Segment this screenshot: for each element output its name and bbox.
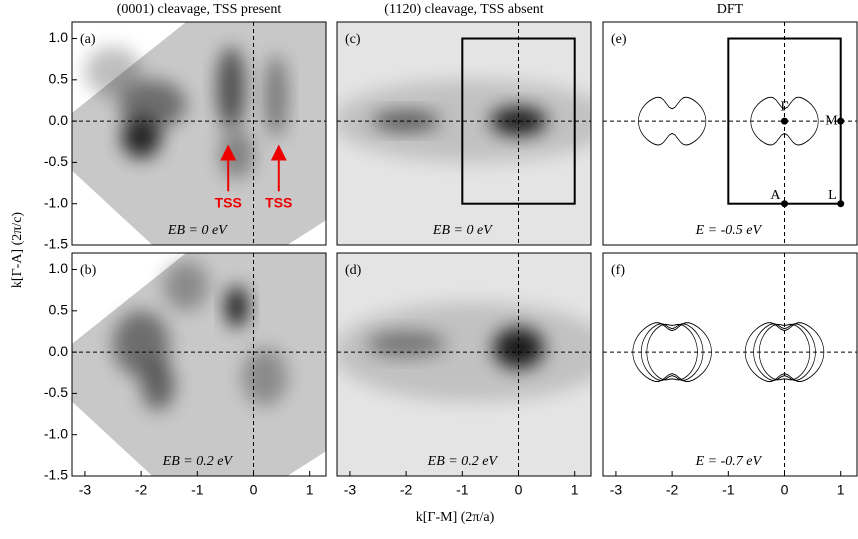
y-axis-label: k[Γ-A] (2π/c) (10, 212, 25, 289)
symmetry-point (837, 117, 845, 125)
panel-frame (602, 21, 858, 246)
fermi-contour (640, 323, 704, 381)
x-tick-label: -1 (456, 482, 469, 498)
intensity-feature (141, 360, 175, 410)
x-tick-label: 1 (837, 482, 845, 498)
x-tick-label: -2 (135, 482, 148, 498)
x-axis-label: k[Γ-M] (2π/a) (416, 510, 495, 525)
panel-frame (602, 252, 858, 477)
panel-content (603, 22, 857, 245)
x-tick-label: -1 (722, 482, 735, 498)
panel-frame (336, 252, 592, 477)
panel-frame (336, 21, 592, 246)
column-title: DFT (717, 2, 744, 17)
panel-label: (a) (80, 32, 96, 47)
intensity-feature (163, 261, 209, 311)
x-tick-label: -1 (191, 482, 204, 498)
y-tick-label: 1.0 (49, 29, 69, 45)
intensity-feature (216, 46, 246, 130)
intensity-feature (264, 55, 288, 138)
y-tick-label: 0.5 (49, 302, 69, 318)
symmetry-label: A (770, 188, 781, 203)
x-tick-label: -3 (79, 482, 92, 498)
column-title: (1120) cleavage, TSS absent (384, 2, 544, 17)
intensity-feature (113, 310, 170, 377)
panel-frame (71, 252, 327, 477)
y-tick-label: 0.0 (49, 112, 69, 128)
intensity-feature (242, 347, 288, 406)
panel: Γ M A L (e) E = -0.5 eV DFT (602, 2, 858, 246)
x-tick-label: -3 (610, 482, 623, 498)
symmetry-point (837, 200, 845, 208)
y-tick-label: 0.0 (49, 343, 69, 359)
panel-content (72, 253, 326, 476)
energy-label: EB = 0.2 eV (162, 454, 234, 469)
x-tick-label: 1 (571, 482, 579, 498)
x-tick-label: 0 (515, 482, 523, 498)
y-tick-label: -1.5 (44, 467, 68, 483)
brillouin-zone (461, 37, 576, 205)
intensity-feature (225, 286, 248, 328)
panel: (d) EB = 0.2 eV -3 -2 -1 0 1 (336, 252, 592, 498)
energy-label: E = -0.5 eV (695, 223, 763, 238)
fermi-contour (744, 322, 825, 382)
fermi-contour (758, 323, 811, 381)
panel-content (337, 22, 591, 245)
panel: (b) EB = 0.2 eV -3 -2 -1 0 1 1.0 0.5 0.0 -0.5 -1.0 -… (44, 252, 327, 498)
energy-label: E = -0.7 eV (695, 454, 763, 469)
panel: (f) E = -0.7 eV -3 -2 -1 0 1 (602, 252, 858, 498)
x-tick-label: 0 (250, 482, 258, 498)
panel-label: (e) (611, 32, 627, 47)
symmetry-point (781, 117, 789, 125)
y-tick-label: -1.0 (44, 425, 68, 441)
symmetry-point (781, 200, 789, 208)
y-tick-label: -0.5 (44, 153, 68, 169)
x-tick-label: -2 (666, 482, 679, 498)
y-tick-label: -0.5 (44, 384, 68, 400)
symmetry-label: Γ (780, 99, 788, 114)
energy-label: EB = 0 eV (432, 223, 493, 238)
intensity-feature (219, 129, 254, 179)
fermi-contour (638, 96, 707, 146)
tss-label: TSS (265, 194, 292, 210)
y-tick-label: 1.0 (49, 260, 69, 276)
intensity-feature (118, 79, 187, 130)
y-tick-label: 0.5 (49, 71, 69, 87)
energy-label: EB = 0 eV (167, 223, 228, 238)
panel-content (337, 253, 591, 476)
fermi-contour (646, 323, 698, 381)
energy-label: EB = 0.2 eV (427, 454, 499, 469)
panel-label: (c) (345, 32, 361, 47)
intensity-feature (84, 46, 142, 97)
panel-content (72, 22, 326, 245)
panel: TSS TSS (a) EB = 0 eV (0001) cleavage, TSS p… (44, 2, 327, 252)
panel: (c) EB = 0 eV (1120) cleavage, TSS absent (336, 2, 592, 246)
panel-label: (d) (345, 263, 362, 278)
symmetry-label: M (825, 113, 838, 128)
tss-label: TSS (215, 194, 242, 210)
y-tick-label: -1.0 (44, 194, 68, 210)
fermi-contour (753, 323, 816, 381)
panel-content (603, 253, 857, 476)
column-title: (0001) cleavage, TSS present (117, 2, 282, 17)
no-data-region (72, 253, 326, 476)
panel-frame (71, 21, 327, 246)
no-data-region (72, 22, 326, 245)
x-tick-label: 0 (781, 482, 789, 498)
symmetry-label: L (828, 188, 837, 203)
panel-label: (f) (611, 263, 625, 278)
panel-label: (b) (80, 263, 97, 278)
fermi-contour (632, 322, 712, 382)
x-tick-label: -2 (400, 482, 413, 498)
y-tick-label: -1.5 (44, 236, 68, 252)
fermi-contour (750, 96, 819, 146)
x-tick-label: 1 (306, 482, 314, 498)
x-tick-label: -3 (344, 482, 357, 498)
